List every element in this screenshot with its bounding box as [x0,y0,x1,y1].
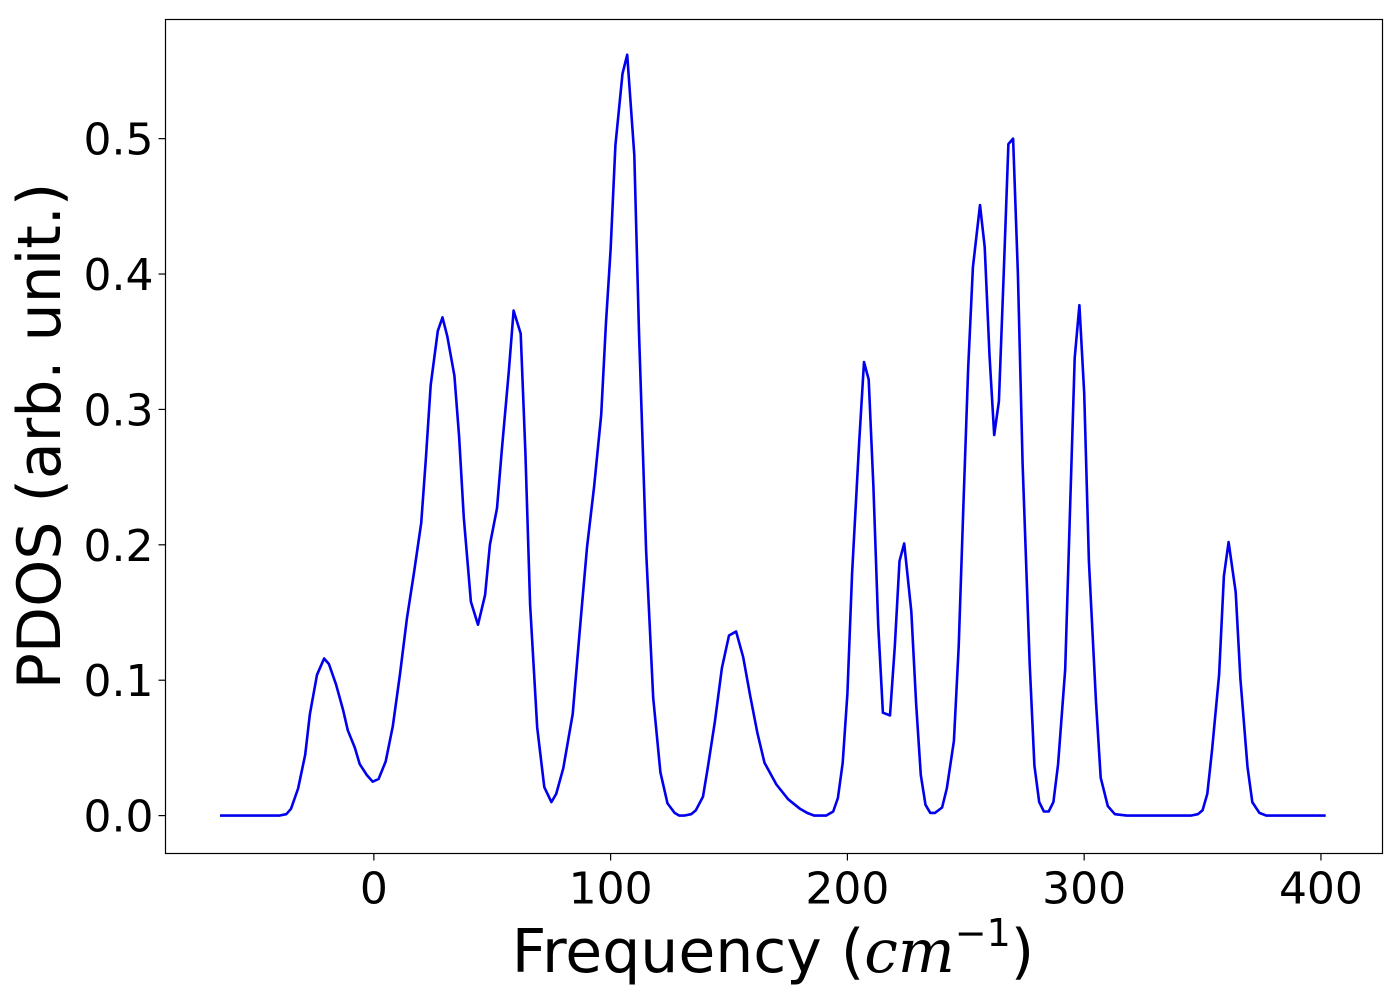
y-tick-label: 0.5 [84,115,154,166]
x-tick-label: 400 [1279,864,1363,915]
y-tick-label: 0.0 [84,792,154,843]
y-tick-label: 0.1 [84,656,154,707]
x-tick-label: 0 [360,864,388,915]
x-axis-title-variable: cm [864,917,955,987]
y-tick-label: 0.2 [84,521,154,572]
x-axis-title: Frequency (cm−1) [512,911,1034,987]
y-axis-ticks: 0.0 0.1 0.2 0.3 0.4 0.5 [84,115,166,843]
x-axis-title-prefix: Frequency ( [512,917,864,987]
series-line-0 [220,53,1326,817]
y-axis-title: PDOS (arb. unit.) [5,183,75,690]
x-axis-ticks: 0 100 200 300 400 [360,853,1363,915]
plot-frame [164,18,1384,855]
y-tick-label: 0.3 [84,385,154,436]
x-tick-label: 100 [569,864,653,915]
plot-layer [220,53,1326,817]
x-axis-title-suffix: ) [1011,917,1034,987]
y-tick-label: 0.4 [84,250,154,301]
x-tick-label: 200 [805,864,889,915]
x-tick-label: 300 [1042,864,1126,915]
x-axis-title-exponent: −1 [955,911,1011,955]
